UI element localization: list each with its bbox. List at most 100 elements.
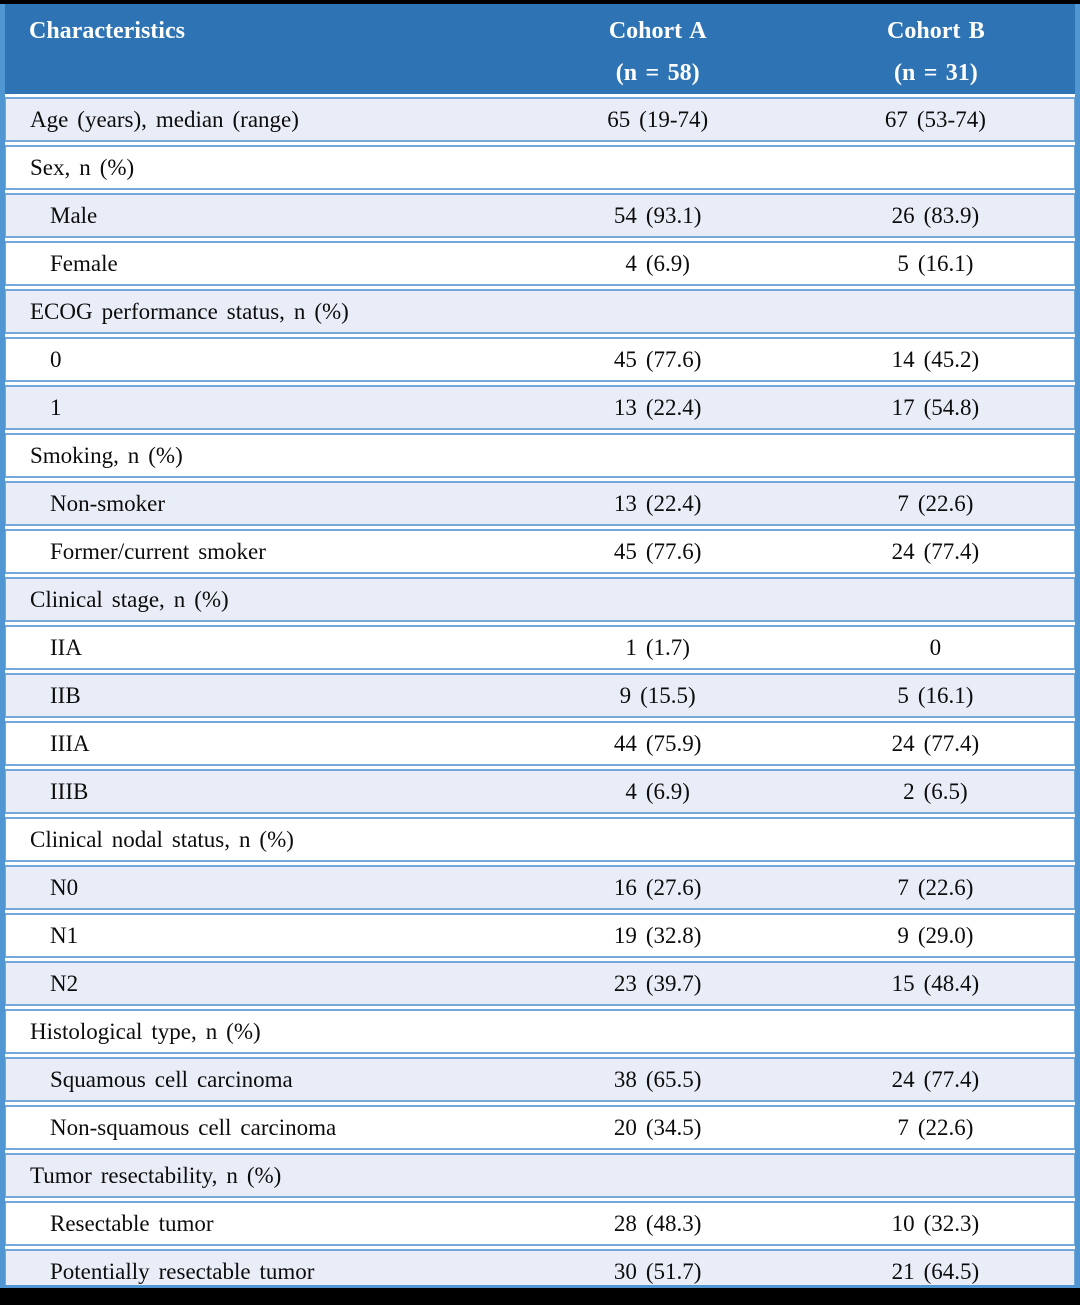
row-label-cell: Smoking, n (%): [5, 433, 519, 478]
row-label-cell: ECOG performance status, n (%): [5, 289, 519, 334]
header-row: Characteristics Cohort A (n = 58) Cohort…: [5, 4, 1075, 94]
cohort-b-value-cell: 17 (54.8): [796, 385, 1075, 430]
cohort-b-value-cell: 14 (45.2): [796, 337, 1075, 382]
cohort-a-value-cell: [518, 1009, 797, 1054]
cohort-b-value-cell: [796, 289, 1075, 334]
cohort-a-value-cell: 38 (65.5): [518, 1057, 797, 1102]
cohort-a-value-cell: 45 (77.6): [518, 337, 797, 382]
row-label-cell: Resectable tumor: [5, 1201, 519, 1246]
cohort-b-value-cell: 5 (16.1): [796, 673, 1075, 718]
section-row: Sex, n (%): [5, 145, 1075, 190]
header-cohort-a-n: (n = 58): [615, 60, 700, 86]
row-label-cell: 0: [5, 337, 519, 382]
row-label-cell: N1: [5, 913, 519, 958]
table-row: N0 16 (27.6) 7 (22.6): [5, 865, 1075, 910]
cohort-a-value-cell: 13 (22.4): [518, 385, 797, 430]
cohort-b-value-cell: 21 (64.5): [796, 1249, 1075, 1285]
header-cohort-b-name: Cohort B: [887, 18, 985, 44]
cohort-a-value-cell: [518, 817, 797, 862]
section-row: Smoking, n (%): [5, 433, 1075, 478]
row-label-cell: Histological type, n (%): [5, 1009, 519, 1054]
bottom-black-bar: [0, 1288, 1080, 1305]
cohort-a-value-cell: [518, 145, 797, 190]
row-label-cell: Former/current smoker: [5, 529, 519, 574]
cohort-b-value-cell: 26 (83.9): [796, 193, 1075, 238]
header-characteristics: Characteristics: [5, 4, 519, 94]
table-header: Characteristics Cohort A (n = 58) Cohort…: [5, 4, 1075, 94]
cohort-b-value-cell: [796, 1153, 1075, 1198]
row-label-cell: Sex, n (%): [5, 145, 519, 190]
table-row: IIB 9 (15.5) 5 (16.1): [5, 673, 1075, 718]
cohort-b-value-cell: 2 (6.5): [796, 769, 1075, 814]
cohort-b-value-cell: [796, 145, 1075, 190]
section-row: Clinical nodal status, n (%): [5, 817, 1075, 862]
cohort-a-value-cell: 4 (6.9): [518, 241, 797, 286]
cohort-a-value-cell: 30 (51.7): [518, 1249, 797, 1285]
cohort-a-value-cell: 44 (75.9): [518, 721, 797, 766]
row-label-cell: Clinical nodal status, n (%): [5, 817, 519, 862]
cohort-b-value-cell: 24 (77.4): [796, 529, 1075, 574]
table-row: IIIA 44 (75.9) 24 (77.4): [5, 721, 1075, 766]
cohort-a-value-cell: 65 (19-74): [518, 97, 797, 142]
header-cohort-b: Cohort B (n = 31): [796, 4, 1075, 94]
table-row: Female 4 (6.9) 5 (16.1): [5, 241, 1075, 286]
cohort-b-value-cell: 7 (22.6): [796, 865, 1075, 910]
cohort-a-value-cell: 19 (32.8): [518, 913, 797, 958]
row-label-cell: Age (years), median (range): [5, 97, 519, 142]
cohort-a-value-cell: [518, 433, 797, 478]
cohort-a-value-cell: 16 (27.6): [518, 865, 797, 910]
row-label-cell: Squamous cell carcinoma: [5, 1057, 519, 1102]
cohort-a-value-cell: 13 (22.4): [518, 481, 797, 526]
row-label-cell: 1: [5, 385, 519, 430]
cohort-b-value-cell: [796, 433, 1075, 478]
header-cohort-b-n: (n = 31): [893, 60, 978, 86]
cohort-a-value-cell: 45 (77.6): [518, 529, 797, 574]
section-row: Histological type, n (%): [5, 1009, 1075, 1054]
table-row: Resectable tumor 28 (48.3) 10 (32.3): [5, 1201, 1075, 1246]
row-label-cell: Female: [5, 241, 519, 286]
cohort-a-value-cell: 23 (39.7): [518, 961, 797, 1006]
row-label-cell: IIIA: [5, 721, 519, 766]
header-cohort-a: Cohort A (n = 58): [518, 4, 797, 94]
table-row: 0 45 (77.6) 14 (45.2): [5, 337, 1075, 382]
table-frame: Characteristics Cohort A (n = 58) Cohort…: [0, 4, 1080, 1288]
cohort-b-value-cell: [796, 817, 1075, 862]
row-label-cell: Clinical stage, n (%): [5, 577, 519, 622]
header-characteristics-label: Characteristics: [29, 18, 185, 44]
section-row: Age (years), median (range) 65 (19-74) 67 …: [5, 97, 1075, 142]
table-row: Non-smoker 13 (22.4) 7 (22.6): [5, 481, 1075, 526]
table-row: Former/current smoker 45 (77.6) 24 (77.4): [5, 529, 1075, 574]
table-body: Age (years), median (range) 65 (19-74) 67 …: [5, 97, 1075, 1285]
row-label-cell: Tumor resectability, n (%): [5, 1153, 519, 1198]
table-row: Potentially resectable tumor 30 (51.7) 21 …: [5, 1249, 1075, 1285]
row-label-cell: Non-squamous cell carcinoma: [5, 1105, 519, 1150]
row-label-cell: N0: [5, 865, 519, 910]
cohort-b-value-cell: 7 (22.6): [796, 481, 1075, 526]
cohort-b-value-cell: 7 (22.6): [796, 1105, 1075, 1150]
table-row: IIA 1 (1.7) 0: [5, 625, 1075, 670]
top-black-bar: [0, 0, 1080, 4]
table-row: 1 13 (22.4) 17 (54.8): [5, 385, 1075, 430]
cohort-b-value-cell: 10 (32.3): [796, 1201, 1075, 1246]
table-row: IIIB 4 (6.9) 2 (6.5): [5, 769, 1075, 814]
section-row: Tumor resectability, n (%): [5, 1153, 1075, 1198]
cohort-a-value-cell: 28 (48.3): [518, 1201, 797, 1246]
cohort-a-value-cell: [518, 577, 797, 622]
table-row: Non-squamous cell carcinoma 20 (34.5) 7 (2…: [5, 1105, 1075, 1150]
row-label-cell: Non-smoker: [5, 481, 519, 526]
row-label-cell: IIIB: [5, 769, 519, 814]
cohort-b-value-cell: 67 (53-74): [796, 97, 1075, 142]
row-label-cell: Potentially resectable tumor: [5, 1249, 519, 1285]
section-row: Clinical stage, n (%): [5, 577, 1075, 622]
cohort-b-value-cell: 24 (77.4): [796, 721, 1075, 766]
cohort-a-value-cell: 9 (15.5): [518, 673, 797, 718]
row-label-cell: IIB: [5, 673, 519, 718]
cohort-b-value-cell: [796, 577, 1075, 622]
cohort-a-value-cell: 20 (34.5): [518, 1105, 797, 1150]
table-row: Squamous cell carcinoma 38 (65.5) 24 (77.4…: [5, 1057, 1075, 1102]
table-row: N1 19 (32.8) 9 (29.0): [5, 913, 1075, 958]
table-row: Male 54 (93.1) 26 (83.9): [5, 193, 1075, 238]
characteristics-table: Characteristics Cohort A (n = 58) Cohort…: [5, 4, 1075, 1285]
cohort-b-value-cell: 9 (29.0): [796, 913, 1075, 958]
